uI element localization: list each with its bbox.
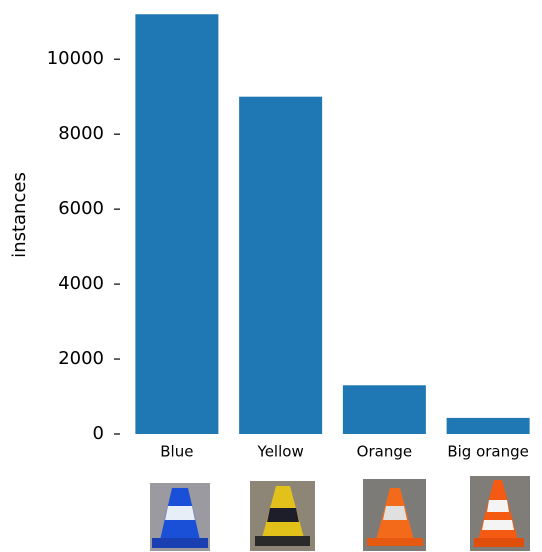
x-tick-label: Orange: [357, 443, 412, 461]
y-axis-label: instances: [9, 172, 30, 258]
bar: [239, 96, 323, 435]
bar: [446, 417, 530, 434]
big-orange-cone-photo: [470, 476, 530, 551]
bar: [135, 14, 219, 435]
y-tick-label: 2000: [58, 348, 104, 369]
y-tick-label: 4000: [58, 273, 104, 294]
cone-images: [150, 476, 530, 551]
x-tick-label: Big orange: [447, 443, 529, 461]
x-tick-label: Yellow: [257, 443, 304, 461]
y-tick-label: 10000: [47, 48, 104, 69]
bar: [342, 385, 426, 434]
y-tick-label: 8000: [58, 123, 104, 144]
y-tick-label: 6000: [58, 198, 104, 219]
y-tick-label: 0: [93, 423, 104, 444]
yellow-cone-photo: [250, 481, 315, 551]
orange-cone-photo: [363, 479, 426, 551]
blue-cone-photo: [150, 483, 210, 551]
x-tick-label: Blue: [160, 443, 193, 461]
